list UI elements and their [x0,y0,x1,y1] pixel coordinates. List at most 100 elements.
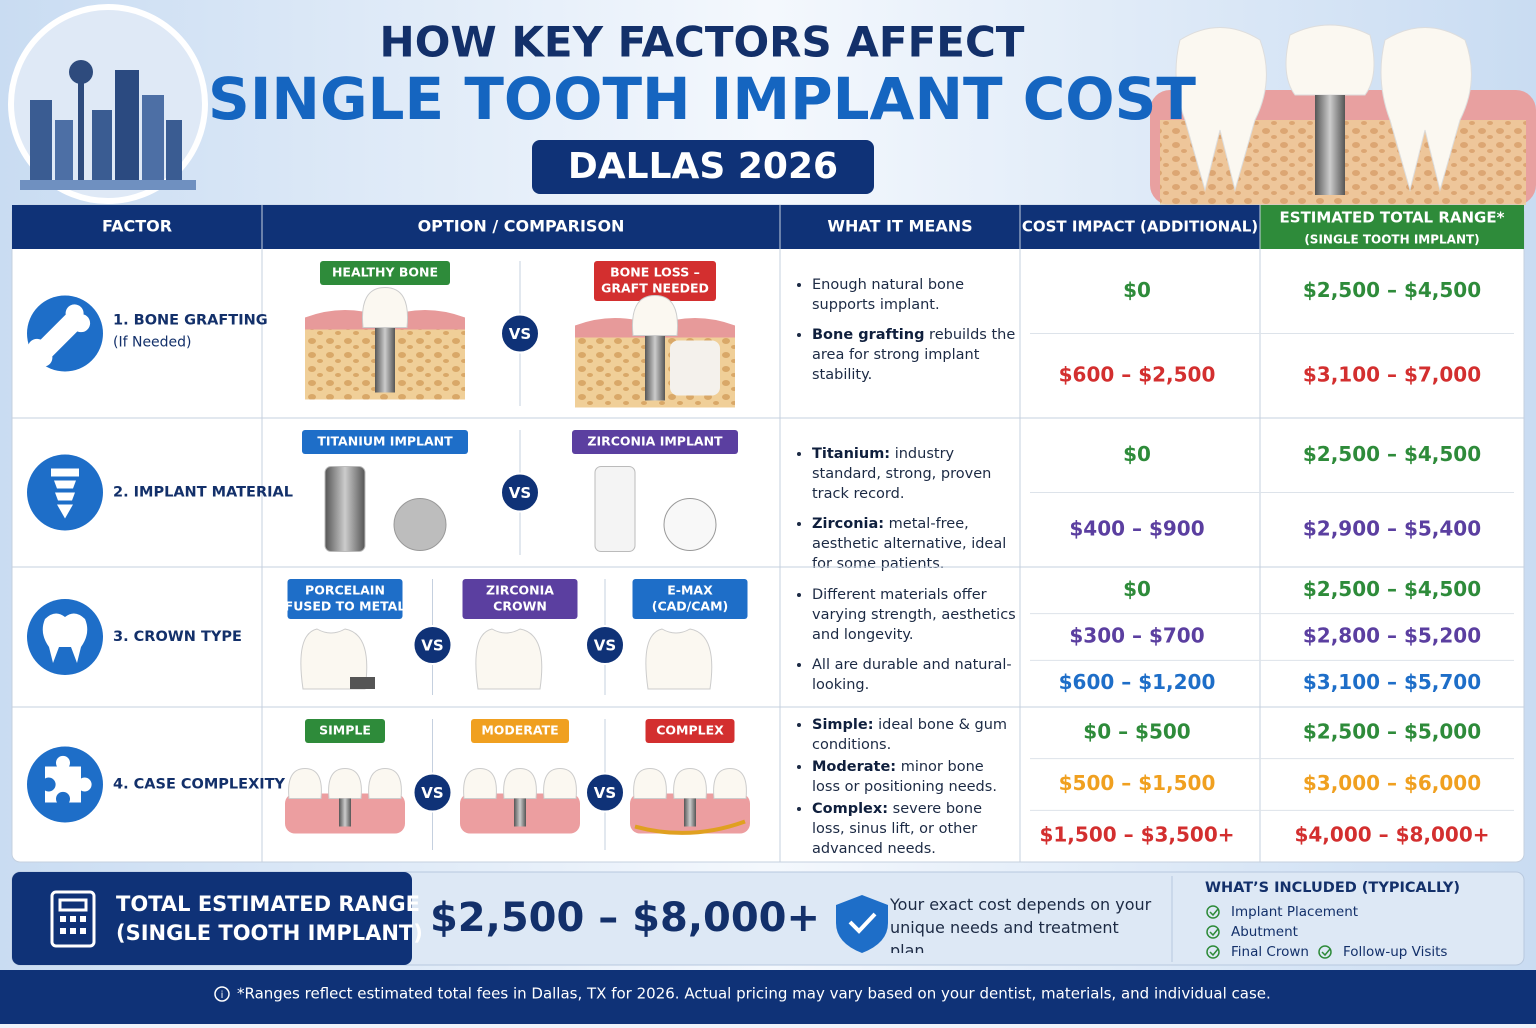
cost-total: $2,500 – $5,000 [1303,719,1481,743]
illustration [324,466,447,552]
check-icon [1206,925,1220,939]
option-label: TITANIUM IMPLANT [317,434,453,449]
tooth [368,767,402,799]
option-label: E-MAX [667,583,713,598]
tooth [633,767,667,799]
column-header: OPTION / COMPARISON [418,217,625,236]
meaning: Simple: ideal bone & gum conditions.Mode… [796,715,1016,854]
option-badge [320,261,450,285]
tooth [543,767,577,799]
check-mark [1321,948,1331,957]
factor-icon [27,599,103,675]
implant-glyph [51,468,79,519]
implant [339,798,351,827]
cost-impact: $0 [1123,442,1151,466]
illustration [594,466,717,552]
meaning-item: All are durable and natural-looking. [812,655,1016,695]
option-badge [471,719,569,743]
tooth-glyph [42,613,88,663]
check-icon [1318,945,1332,959]
option-label: PORCELAIN [305,583,385,598]
check-icon [1206,945,1220,959]
meaning-item: Moderate: minor bone loss or positioning… [812,757,1016,797]
illustration [575,294,735,408]
option-label: MODERATE [481,723,558,738]
meaning-text: severe bone loss, sinus lift, or other a… [812,801,983,854]
header-row [12,205,1260,249]
column-header: WHAT IT MEANS [827,217,972,236]
cost-total: $4,000 – $8,000+ [1294,823,1489,847]
vs-circle [412,625,453,665]
cost-impact: $500 – $1,500 [1059,771,1216,795]
illustration [645,628,713,690]
vs-label: VS [594,784,616,802]
check-icon [1206,905,1220,919]
meaning-item: Simple: ideal bone & gum conditions. [812,715,1016,755]
factor-icon [27,746,103,823]
check-mark [1209,928,1219,937]
crown [475,628,543,690]
option-badge [632,579,748,619]
meaning-text: All are durable and natural-looking. [812,657,1012,693]
option-label: ZIRCONIA IMPLANT [587,434,723,449]
bone-glyph [27,304,91,367]
vs-circle [412,772,453,813]
factor-icon [27,295,103,372]
disc [393,498,447,551]
illustration [300,628,375,690]
title-line2: SINGLE TOOTH IMPLANT COST [208,65,1196,133]
option-label: SIMPLE [319,723,371,738]
implant [375,327,395,393]
metal-margin [350,677,375,689]
skyline-badge [8,4,208,204]
vs-circle [585,625,625,665]
implant [645,335,665,401]
included-item: Final Crown [1231,944,1309,960]
info-icon [214,986,230,1002]
meaning-bold: Complex: [812,801,889,817]
cost-impact: $0 [1123,278,1151,302]
cost-total: $3,100 – $5,700 [1303,670,1481,694]
meaning: Different materials offer varying streng… [796,585,1016,709]
tooth [463,767,497,799]
meaning-text: ideal bone & gum conditions. [812,717,1008,753]
meaning-text: Different materials offer varying streng… [812,587,1016,643]
meaning-bold: Zirconia: [812,516,885,532]
meaning-item: Bone grafting rebuilds the area for stro… [812,325,1016,385]
option-label: CROWN [493,599,547,614]
cost-total: $3,100 – $7,000 [1303,362,1481,386]
title-line1: HOW KEY FACTORS AFFECT [380,18,1025,67]
calculator-icon [50,890,96,948]
cost-total: $2,500 – $4,500 [1303,278,1481,302]
vs-label: VS [421,637,443,655]
crown [645,628,713,690]
implant [594,466,636,552]
illustration [475,628,543,690]
total-header [1260,205,1524,249]
cost-total: $2,900 – $5,400 [1303,516,1481,540]
cost-impact: $1,500 – $3,500+ [1039,823,1234,847]
illustration [460,767,580,834]
vs-label: VS [594,637,616,655]
cost-impact: $300 – $700 [1069,624,1204,648]
badge: DALLAS 2026 [568,146,838,187]
meaning-text: rebuilds the area for strong implant sta… [812,327,1016,383]
summary-label: TOTAL ESTIMATED RANGE [116,892,420,916]
column-header: (SINGLE TOOTH IMPLANT) [1304,233,1479,247]
meaning-bold: Moderate: [812,759,897,775]
footer-bar [0,970,1536,1024]
tooth [713,767,747,799]
meaning-text: industry standard, strong, proven track … [812,446,992,502]
option-label: (CAD/CAM) [652,599,729,614]
meaning-item: Enough natural bone supports implant. [812,275,1016,315]
included-item: Follow-up Visits [1343,944,1447,960]
meaning-bold: Simple: [812,717,874,733]
check-mark [1209,948,1219,957]
option-badge [302,430,468,454]
factor-note: (If Needed) [113,335,192,351]
vs-circle [585,772,625,813]
implant [684,798,696,827]
column-header: ESTIMATED TOTAL RANGE* [1280,209,1505,227]
puzzle-glyph [45,755,92,803]
